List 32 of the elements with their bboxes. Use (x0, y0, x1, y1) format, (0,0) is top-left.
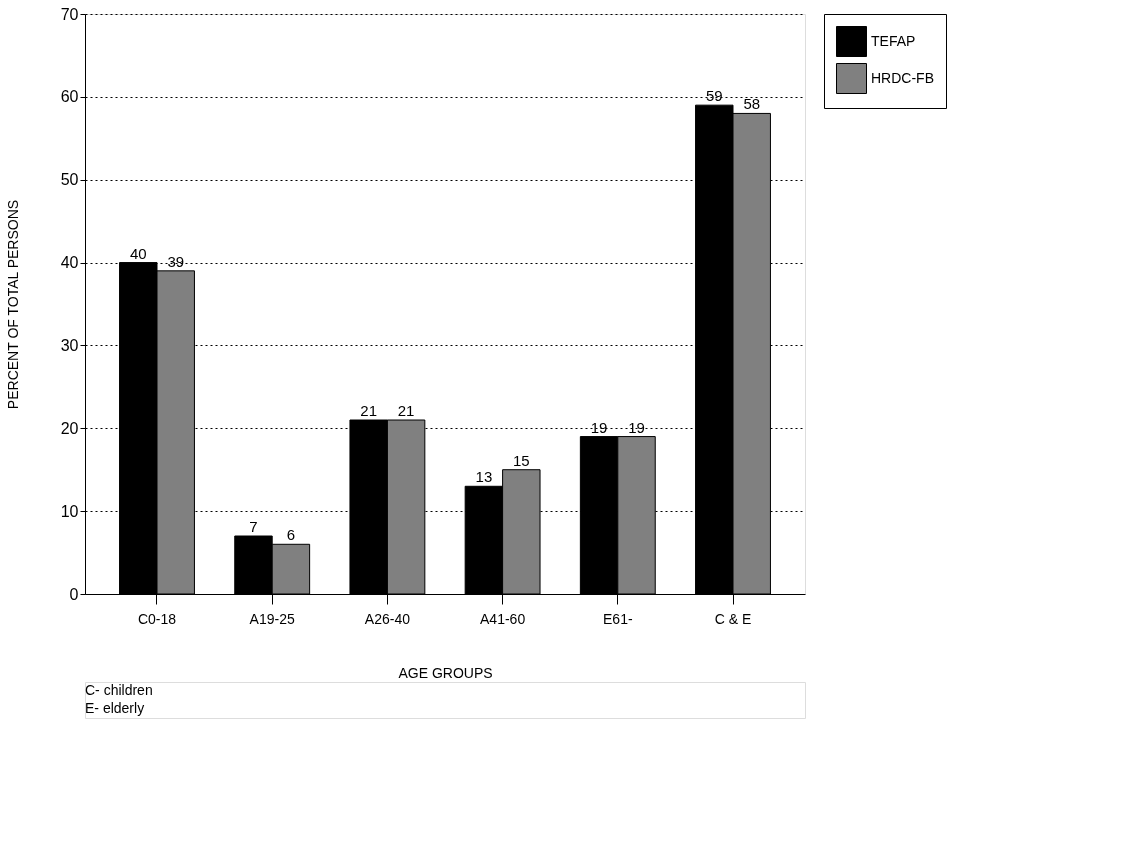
data-label: 21 (397, 402, 415, 419)
y-tick-label: 50 (60, 171, 79, 189)
x-tick-label: A41-60 (480, 610, 526, 627)
y-tick-label: 20 (60, 419, 79, 437)
x-tick-label: A19-25 (249, 610, 295, 627)
data-label: 13 (475, 468, 493, 486)
data-label: 15 (512, 451, 530, 469)
y-axis-title: PERCENT OF TOTAL PERSONS (4, 199, 21, 410)
y-tick-label: 10 (60, 502, 79, 520)
x-tick-label: C0-18 (137, 610, 177, 627)
text: E- elderly (85, 700, 145, 716)
text: C- children (85, 682, 153, 698)
x-axis-title: AGE GROUPS (398, 664, 493, 681)
data-label: 58 (743, 95, 761, 113)
y-tick-label: 0 (69, 585, 79, 603)
data-label: 39 (167, 252, 185, 270)
data-label: 7 (249, 518, 258, 535)
y-tick-label: 30 (60, 336, 79, 354)
x-tick-label: C & E (714, 610, 752, 627)
data-label: 6 (286, 526, 296, 544)
x-tick-label: E61- (603, 610, 633, 627)
x-tick-label: A26-40 (364, 610, 411, 627)
legend-label: TEFAP (871, 32, 916, 49)
data-label: 21 (360, 402, 378, 419)
y-tick-label: 40 (60, 254, 79, 272)
data-label: 59 (705, 87, 723, 105)
data-label: 19 (590, 418, 608, 436)
data-label: 40 (129, 244, 147, 262)
data-label: 19 (628, 418, 645, 436)
legend-label: HRDC-FB (871, 69, 934, 86)
y-tick-label: 70 (60, 5, 79, 23)
y-tick-label: 60 (60, 88, 79, 106)
